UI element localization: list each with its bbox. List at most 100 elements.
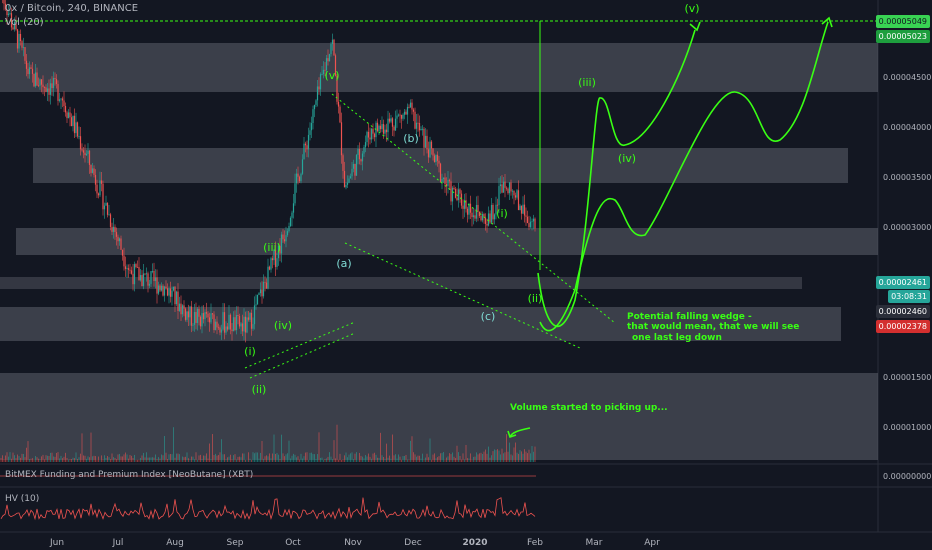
volume-bar — [132, 458, 134, 462]
candle-body — [126, 268, 128, 270]
candle-body — [295, 173, 298, 184]
volume-bar — [333, 440, 335, 462]
y-tick-label: 0.00000000 — [883, 472, 931, 481]
candle-body — [99, 180, 101, 196]
candle-body — [117, 236, 119, 242]
volume-bar — [219, 452, 221, 462]
candle-body — [351, 168, 353, 177]
price-tag-second: 0.00005023 — [875, 30, 930, 43]
volume-bar — [156, 459, 158, 462]
candle-body — [486, 223, 488, 226]
candle-body — [484, 217, 487, 224]
candle-body — [382, 124, 385, 134]
wedge-upper — [331, 93, 616, 324]
candle-body — [531, 221, 533, 223]
candle-body — [231, 329, 233, 332]
volume-bar — [89, 457, 90, 462]
volume-bar — [98, 456, 99, 462]
candle-body — [343, 170, 346, 188]
candle-body — [142, 273, 145, 287]
volume-bar — [212, 434, 213, 462]
candle-body — [162, 285, 164, 296]
candle-body — [84, 152, 86, 156]
candle-body — [93, 168, 95, 175]
candle-body — [106, 202, 109, 215]
volume-bar — [210, 459, 212, 462]
candle-body — [246, 317, 248, 333]
candle-body — [457, 189, 460, 201]
volume-bar — [350, 453, 351, 462]
wave-label: (v) — [684, 2, 699, 15]
volume-bar — [26, 447, 27, 462]
volume-bar — [411, 436, 413, 462]
volume-bar — [420, 458, 422, 462]
candle-body — [442, 177, 445, 179]
volume-bar — [264, 456, 266, 462]
candle-body — [250, 312, 253, 329]
volume-bar — [74, 458, 75, 462]
volume-bar — [9, 452, 11, 462]
candle-body — [226, 326, 229, 330]
volume-bar — [69, 459, 71, 462]
volume-bar — [242, 453, 243, 462]
candle-body — [172, 286, 175, 291]
candle-body — [211, 313, 214, 315]
volume-bar — [380, 432, 381, 462]
volume-bar — [276, 452, 278, 462]
candle-body — [475, 204, 478, 219]
candle-body — [108, 214, 110, 216]
volume-bar — [296, 457, 297, 462]
volume-bar — [168, 454, 170, 462]
volume-note: Volume started to picking up... — [510, 403, 668, 413]
candle-body — [285, 235, 287, 242]
volume-bar — [513, 447, 515, 462]
volume-bar — [432, 454, 434, 462]
candle-body — [220, 329, 223, 333]
vol-label[interactable]: Vol (20) — [5, 17, 44, 28]
countdown-tag: 03:08:31 — [888, 290, 930, 303]
candle-body — [315, 100, 317, 105]
candle-body — [435, 154, 437, 162]
candle-body — [180, 303, 182, 315]
hv-label[interactable]: HV (10) — [5, 494, 40, 504]
symbol-line[interactable]: 0x / Bitcoin, 240, BINANCE — [5, 3, 139, 14]
candle-body — [237, 315, 239, 317]
candle-body — [387, 118, 389, 133]
volume-bar — [341, 459, 342, 462]
volume-bar — [30, 458, 32, 462]
volume-bar — [54, 456, 56, 462]
volume-bar — [497, 449, 498, 462]
y-tick-label: 0.00001500 — [883, 373, 931, 382]
volume-bar — [254, 453, 255, 462]
candle-body — [19, 33, 22, 42]
volume-bar — [342, 459, 344, 462]
candle-body — [13, 22, 16, 30]
volume-bar — [72, 457, 74, 462]
volume-bar — [525, 451, 527, 462]
funding-label[interactable]: BitMEX Funding and Premium Index [NeoBut… — [5, 470, 254, 480]
wave-label: (a) — [336, 257, 351, 270]
candle-body — [223, 312, 226, 333]
volume-bar — [294, 454, 296, 462]
volume-bar — [506, 434, 507, 462]
volume-bar — [45, 455, 47, 462]
volume-bar — [213, 455, 215, 462]
candle-body — [282, 234, 284, 240]
candle-body — [412, 109, 415, 112]
candle-body — [258, 293, 260, 295]
wave-label: (ii) — [528, 292, 543, 305]
volume-bar — [324, 458, 326, 462]
volume-bar — [354, 453, 356, 462]
volume-bar — [173, 427, 174, 462]
candle-body — [243, 316, 245, 332]
candle-body — [463, 200, 466, 209]
volume-bar — [483, 451, 485, 462]
candle-body — [79, 136, 82, 150]
volume-bar — [302, 458, 303, 462]
volume-bar — [323, 459, 324, 462]
candle-body — [264, 281, 266, 283]
x-tick-label: Oct — [285, 538, 301, 548]
volume-bar — [500, 454, 501, 462]
candle-body — [468, 203, 470, 215]
